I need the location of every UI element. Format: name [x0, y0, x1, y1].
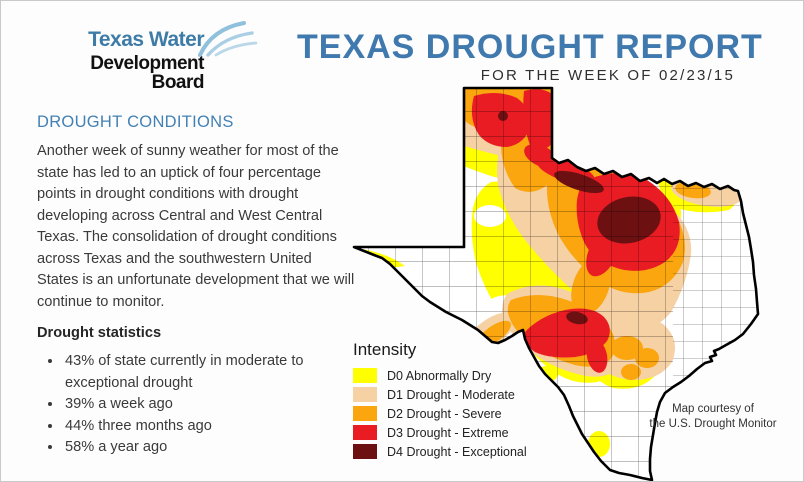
logo-line2: Development Board: [90, 53, 204, 93]
legend-row: D1 Drought - Moderate: [353, 387, 527, 402]
legend-row: D2 Drought - Severe: [353, 406, 527, 421]
title-block: TEXAS DROUGHT REPORT FOR THE WEEK OF 02/…: [293, 28, 763, 84]
texas-drought-map: Intensity D0 Abnormally Dry D1 Drought - …: [341, 86, 803, 481]
legend-swatch: [353, 387, 377, 402]
stat-item: 44% three months ago: [63, 416, 355, 438]
map-svg: [352, 86, 760, 481]
summary-paragraph: Another week of sunny weather for most o…: [37, 143, 355, 310]
report-title: TEXAS DROUGHT REPORT: [297, 28, 763, 66]
legend-swatch: [353, 425, 377, 440]
legend-row: D0 Abnormally Dry: [353, 368, 527, 383]
report-subtitle: FOR THE WEEK OF 02/23/15: [480, 67, 735, 84]
legend-label: D3 Drought - Extreme: [387, 425, 509, 440]
legend-label: D4 Drought - Exceptional: [387, 444, 527, 459]
courtesy-line2: the U.S. Drought Monitor: [649, 417, 777, 430]
legend-label: D2 Drought - Severe: [387, 406, 502, 421]
legend: Intensity D0 Abnormally Dry D1 Drought - …: [353, 340, 527, 463]
legend-rows: D0 Abnormally Dry D1 Drought - Moderate D2…: [353, 368, 527, 459]
legend-row: D4 Drought - Exceptional: [353, 444, 527, 459]
water-swoosh-icon: [198, 21, 258, 57]
texas-outline: [352, 86, 760, 481]
map-courtesy-note: Map courtesy of the U.S. Drought Monitor: [633, 402, 793, 431]
courtesy-line1: Map courtesy of: [672, 403, 754, 415]
stats-list: 43% of state currently in moderate to ex…: [37, 351, 355, 459]
legend-swatch: [353, 406, 377, 421]
legend-label: D0 Abnormally Dry: [387, 368, 492, 383]
legend-row: D3 Drought - Extreme: [353, 425, 527, 440]
section-heading: DROUGHT CONDITIONS: [37, 113, 234, 131]
legend-swatch: [353, 368, 377, 383]
legend-label: D1 Drought - Moderate: [387, 387, 515, 402]
legend-title: Intensity: [353, 340, 417, 359]
stat-item: 58% a year ago: [63, 437, 355, 459]
drought-conditions-section: DROUGHT CONDITIONS Another week of sunny…: [37, 113, 355, 459]
stat-item: 39% a week ago: [63, 394, 355, 416]
logo-line1: Texas Water: [88, 28, 204, 51]
stat-item: 43% of state currently in moderate to ex…: [63, 351, 355, 394]
legend-swatch: [353, 444, 377, 459]
stats-heading: Drought statistics: [37, 325, 162, 341]
twdb-logo: Texas Water Development Board: [39, 29, 204, 92]
